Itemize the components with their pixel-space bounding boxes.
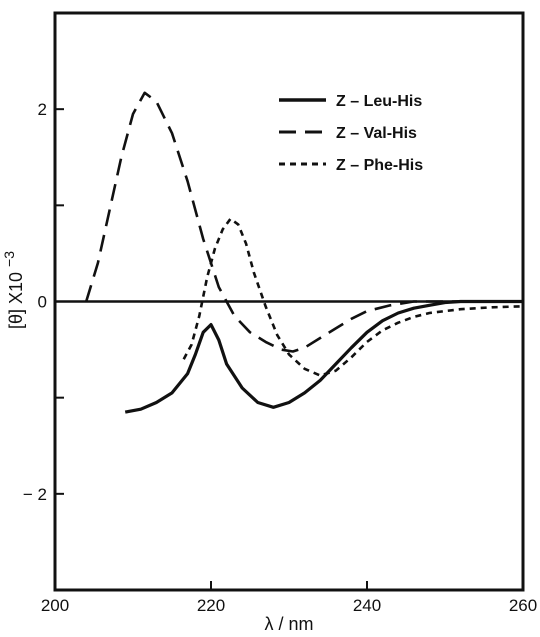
x-tick-label: 200 <box>41 596 69 615</box>
series-line-1 <box>124 299 523 414</box>
legend-label-3: Z – Phe-His <box>336 157 423 174</box>
x-tick-label: 240 <box>353 596 381 615</box>
y-tick-label: − 2 <box>23 485 47 504</box>
y-tick-label: 0 <box>38 293 47 312</box>
series-layer <box>84 91 524 414</box>
y-axis-title: [θ] X10 −3 <box>1 251 26 329</box>
x-tick-label: 260 <box>509 596 537 615</box>
axis-ticks: 200 220 240 260 2 0 − 2 <box>23 100 537 615</box>
y-axis-title-exponent: −3 <box>1 251 17 267</box>
legend-label-2: Z – Val-His <box>336 125 417 142</box>
x-tick-label: 220 <box>197 596 225 615</box>
legend: Z – Leu-His Z – Val-His Z – Phe-His <box>279 93 423 174</box>
x-axis-title: λ / nm <box>264 614 313 634</box>
series-line-3 <box>182 217 524 377</box>
svg-text:[θ] X10 −3: [θ] X10 −3 <box>1 251 26 329</box>
y-axis-title-main: [θ] X10 <box>6 272 26 329</box>
y-tick-label: 2 <box>38 100 47 119</box>
legend-label-1: Z – Leu-His <box>336 93 422 110</box>
series-line-2 <box>84 91 523 353</box>
